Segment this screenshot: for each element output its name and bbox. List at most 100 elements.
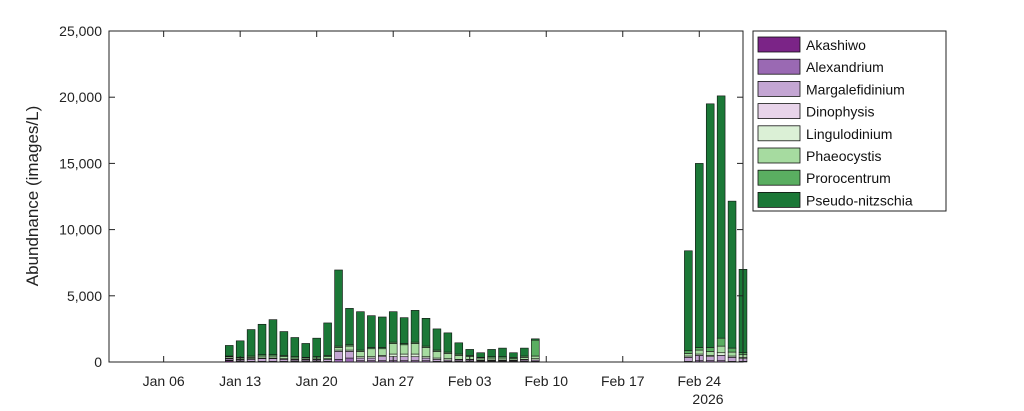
bar-segment — [684, 353, 693, 357]
y-tick-label: 20,000 — [59, 89, 102, 105]
bar-segment — [684, 350, 693, 354]
legend-swatch — [757, 147, 801, 164]
plot-area — [109, 31, 743, 362]
bar-segment — [410, 356, 420, 361]
bar-segment — [454, 355, 464, 360]
legend-swatch — [757, 191, 801, 208]
bar-segment — [257, 323, 267, 356]
bar-segment — [695, 349, 704, 355]
bar-segment — [727, 347, 737, 353]
bar-segment — [345, 351, 354, 359]
x-tick-label: Feb 17 — [601, 373, 645, 389]
legend-label: Lingulodinium — [806, 126, 892, 142]
bar-segment — [399, 344, 409, 355]
bar-segment — [399, 317, 409, 344]
bar-segment — [334, 347, 343, 351]
bar-segment — [531, 355, 540, 359]
x-tick-label: Feb 03 — [448, 373, 492, 389]
bar-segment — [388, 343, 398, 355]
bar-segment — [421, 357, 431, 361]
bar-segment — [378, 316, 387, 348]
bar-segment — [246, 329, 256, 357]
bar-segment — [410, 310, 420, 343]
bar-segment — [334, 269, 343, 347]
bar-segment — [367, 357, 376, 361]
y-axis-title: Abundnance (images/L) — [23, 106, 42, 287]
legend-swatch — [757, 103, 801, 119]
bar-segment — [410, 343, 420, 355]
bar-segment — [684, 250, 693, 352]
bar-segment — [378, 348, 387, 356]
bar-segment — [367, 348, 376, 358]
bar-segment — [257, 358, 267, 362]
bar-segment — [487, 349, 496, 358]
bar-segment — [432, 351, 442, 359]
legend-label: Margalefidinium — [806, 81, 905, 97]
bar-segment — [312, 337, 321, 358]
bar-segment — [705, 356, 715, 361]
y-tick-label: 15,000 — [59, 155, 102, 171]
bar-segment — [356, 311, 365, 351]
bar-segment — [531, 339, 540, 357]
bar-segment — [367, 315, 376, 348]
x-tick-label: Feb 10 — [524, 373, 568, 389]
x-axis: Jan 06 Jan 13 Jan 20 Jan 27 Feb 03 Feb 10 Feb … — [143, 31, 721, 389]
bar-segment — [520, 357, 529, 360]
bar-segment — [727, 351, 737, 357]
bar-segment — [301, 343, 310, 358]
y-tick-label: 25,000 — [59, 23, 102, 39]
legend-label: Alexandrium — [806, 59, 884, 75]
bar-segment — [268, 358, 278, 362]
bar-segment — [727, 357, 737, 362]
bar-segment — [716, 95, 726, 339]
bar-segment — [498, 347, 507, 358]
bar-segment — [290, 337, 300, 358]
legend: Akashiwo Alexandrium Margalefidinium Dinoph… — [752, 30, 947, 212]
bar-segment — [323, 322, 332, 356]
bar-segment — [705, 103, 715, 348]
bar-segment — [399, 353, 409, 358]
bar-segment — [268, 319, 278, 356]
bar-segment — [345, 357, 354, 363]
bar-segment — [225, 345, 234, 357]
bar-segment — [684, 357, 693, 362]
bar-segment — [399, 356, 409, 361]
bar-segment — [421, 318, 431, 347]
bar-segment — [378, 356, 387, 361]
bar-segment — [421, 347, 431, 358]
x-tick-label: Jan 06 — [143, 373, 185, 389]
legend-label: Pseudo-nitzschia — [806, 192, 913, 208]
bar-segment — [509, 352, 518, 358]
x-tick-label: Jan 27 — [372, 373, 414, 389]
bar-segment — [432, 328, 442, 351]
bar-segment — [443, 332, 453, 353]
bar-segment — [465, 349, 474, 356]
bar-segment — [498, 357, 507, 361]
bar-segment — [279, 331, 289, 356]
y-tick-label: 5,000 — [67, 288, 102, 304]
bar-segment — [716, 345, 726, 354]
bar-segment — [716, 355, 726, 361]
legend-swatch — [757, 81, 801, 97]
bar-segment — [531, 338, 540, 341]
bar-segment — [454, 342, 464, 355]
bar-segment — [345, 308, 354, 346]
y-axis: 0 5,000 10,000 15,000 20,000 25,000 — [59, 23, 743, 370]
bar-segment — [695, 163, 704, 348]
bar-segment — [487, 357, 496, 361]
bar-segment — [334, 351, 343, 360]
x-tick-label: Feb 24 — [677, 373, 721, 389]
bar-segment — [716, 352, 726, 356]
x-tick-label: Jan 20 — [296, 373, 338, 389]
y-tick-label: 10,000 — [59, 222, 102, 238]
bar-segment — [356, 357, 365, 361]
bar-segment — [705, 347, 715, 352]
legend-swatch — [757, 169, 801, 186]
bar-segment — [476, 352, 485, 358]
bar-segment — [727, 200, 737, 349]
x-axis-year-label: 2026 — [692, 391, 723, 407]
bars — [225, 95, 748, 363]
bar-segment — [235, 340, 245, 358]
legend-swatch — [757, 36, 801, 53]
